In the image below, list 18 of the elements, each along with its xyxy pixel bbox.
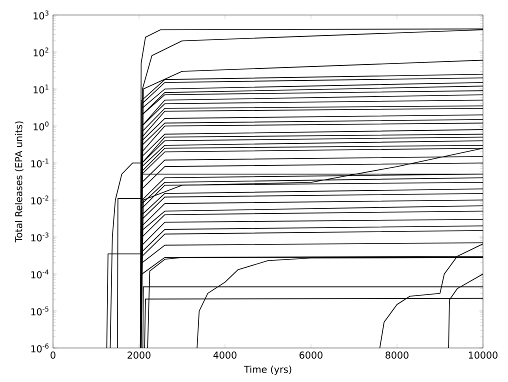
x-tick-label: 8000 [386,352,408,359]
y-tick-label: 10$^{-4}$ [31,270,49,278]
y-axis-title: Total Releases (EPA units) [14,121,24,242]
x-axis-title: Time (yrs) [244,366,292,375]
y-tick-label: 10$^{-6}$ [31,344,49,352]
y-tick-label: 10$^{2}$ [34,48,48,56]
x-tick-label: 10000 [468,352,498,359]
y-tick-label: 10$^{-2}$ [31,196,48,204]
x-tick-label: 2000 [128,352,150,359]
y-tick-label: 10$^{-1}$ [31,158,48,168]
y-tick-label: 10$^{-3}$ [31,232,48,242]
x-tick-label: 6000 [300,352,322,359]
x-tick-label: 4000 [213,352,236,359]
y-tick-label: 10$^{3}$ [34,10,48,20]
x-tick-label: 0 [50,352,56,359]
y-tick-label: 10$^{1}$ [34,84,48,94]
y-tick-label: 10$^{-5}$ [31,306,48,316]
y-tick-label: 10$^{0}$ [34,122,49,130]
